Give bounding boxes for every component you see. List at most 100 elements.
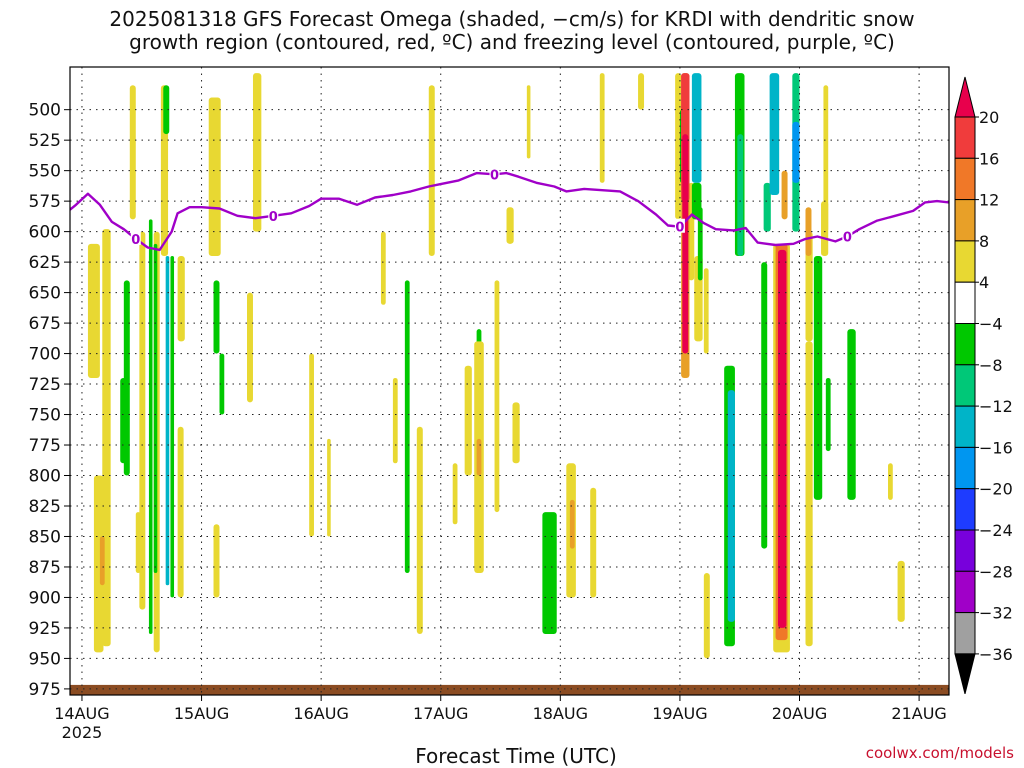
y-tick-label: 775 bbox=[29, 436, 61, 456]
omega-cell bbox=[769, 73, 780, 196]
ground-strip bbox=[70, 684, 949, 695]
omega-cell bbox=[823, 85, 829, 232]
y-tick-label: 575 bbox=[29, 192, 61, 212]
colorbar-segment bbox=[954, 612, 976, 655]
y-tick-label: 675 bbox=[29, 314, 61, 334]
colorbar-segment bbox=[954, 364, 976, 407]
x-tick-label: 17AUG bbox=[413, 704, 468, 723]
contour-label: 0 bbox=[490, 168, 499, 183]
y-tick-label: 650 bbox=[29, 284, 61, 304]
contour-label-bg bbox=[674, 218, 685, 233]
contour-label: 0 bbox=[675, 221, 684, 236]
omega-cell bbox=[123, 280, 130, 476]
x-year-label: 2025 bbox=[62, 723, 103, 742]
y-tick-label: 800 bbox=[29, 467, 61, 487]
y-tick-label: 875 bbox=[29, 558, 61, 578]
y-tick-label: 725 bbox=[29, 375, 61, 395]
colorbar-segment bbox=[954, 488, 976, 531]
omega-cell bbox=[494, 280, 500, 513]
contour-label: 0 bbox=[131, 233, 140, 248]
omega-cell bbox=[392, 377, 398, 464]
omega-cell bbox=[129, 85, 136, 220]
omega-cell bbox=[208, 97, 221, 257]
omega-cell bbox=[805, 341, 813, 647]
chart-title: 2025081318 GFS Forecast Omega (shaded, −… bbox=[0, 8, 1024, 54]
colorbar-segment bbox=[954, 157, 976, 201]
omega-cell bbox=[380, 231, 386, 305]
omega-cell bbox=[703, 268, 709, 354]
omega-cell bbox=[763, 182, 771, 232]
omega-cell bbox=[897, 560, 905, 622]
y-tick-label: 925 bbox=[29, 619, 61, 639]
omega-cell bbox=[569, 499, 575, 549]
y-tick-label: 750 bbox=[29, 406, 61, 426]
omega-cell bbox=[213, 524, 220, 598]
colorbar-segment bbox=[954, 446, 976, 490]
omega-cell bbox=[682, 134, 689, 354]
colorbar-label: −8 bbox=[979, 356, 1003, 375]
colorbar-segment bbox=[954, 281, 976, 325]
omega-cell bbox=[691, 182, 702, 220]
colorbar-segment bbox=[954, 529, 976, 572]
colorbar-label: −16 bbox=[979, 438, 1013, 457]
colorbar-segment bbox=[954, 116, 976, 159]
contour-label: 0 bbox=[269, 210, 278, 225]
omega-cell bbox=[675, 73, 682, 220]
omega-cell bbox=[727, 390, 735, 622]
omega-cell bbox=[792, 121, 800, 183]
omega-cell bbox=[246, 292, 253, 403]
contour-label-bg bbox=[842, 228, 853, 243]
omega-cell bbox=[805, 207, 812, 257]
plot-frame bbox=[69, 66, 950, 696]
omega-cell bbox=[93, 475, 104, 653]
omega-cell bbox=[99, 536, 105, 586]
colorbar-label: −36 bbox=[979, 645, 1013, 664]
omega-cell bbox=[139, 231, 146, 610]
omega-cell bbox=[170, 256, 175, 598]
omega-cell bbox=[737, 134, 744, 257]
contour-label-bg bbox=[489, 166, 500, 181]
omega-cell bbox=[526, 85, 531, 159]
colorbar-bottom-arrow bbox=[954, 653, 976, 695]
colorbar-label: −12 bbox=[979, 397, 1013, 416]
y-tick-label: 500 bbox=[29, 101, 61, 121]
omega-cell bbox=[825, 377, 831, 452]
freezing-level-line bbox=[70, 171, 949, 252]
omega-cell bbox=[404, 280, 410, 574]
grid bbox=[70, 67, 949, 695]
x-axis-title: Forecast Time (UTC) bbox=[415, 744, 617, 768]
omega-cell bbox=[777, 249, 787, 628]
contour-label-bg bbox=[130, 230, 141, 245]
x-tick-label: 16AUG bbox=[293, 704, 348, 723]
omega-cell bbox=[428, 85, 435, 257]
x-tick-label: 20AUG bbox=[772, 704, 827, 723]
colorbar-segment bbox=[954, 323, 976, 366]
omega-cell bbox=[703, 573, 710, 659]
omega-cell bbox=[781, 170, 788, 220]
credit-link[interactable]: coolwx.com/models bbox=[865, 744, 1014, 762]
colorbar-segment bbox=[954, 240, 976, 283]
omega-cell bbox=[888, 463, 893, 500]
omega-cell bbox=[512, 402, 520, 464]
y-tick-label: 950 bbox=[29, 649, 61, 669]
colorbar-label: 16 bbox=[979, 149, 999, 168]
y-tick-label: 550 bbox=[29, 162, 61, 182]
omega-cell bbox=[135, 512, 141, 574]
omega-cell bbox=[213, 280, 220, 354]
omega-cell bbox=[165, 256, 170, 586]
omega-cell bbox=[805, 231, 813, 342]
y-tick-label: 600 bbox=[29, 223, 61, 243]
colorbar-label: −28 bbox=[979, 562, 1013, 581]
colorbar-label: −32 bbox=[979, 604, 1013, 623]
omega-cell bbox=[163, 85, 170, 135]
y-tick-label: 625 bbox=[29, 253, 61, 273]
y-tick-label: 900 bbox=[29, 588, 61, 608]
omega-cell bbox=[506, 207, 514, 244]
y-tick-label: 975 bbox=[29, 680, 61, 700]
omega-cell bbox=[813, 256, 823, 500]
time-axis: 14AUG 15AUG 16AUG 17AUG 18AUG 19AUG 20AUG 21AUG… bbox=[54, 695, 947, 742]
colorbar-label: −4 bbox=[979, 315, 1003, 334]
x-tick-label: 15AUG bbox=[174, 704, 229, 723]
omega-cell bbox=[177, 256, 185, 342]
y-tick-label: 825 bbox=[29, 497, 61, 517]
